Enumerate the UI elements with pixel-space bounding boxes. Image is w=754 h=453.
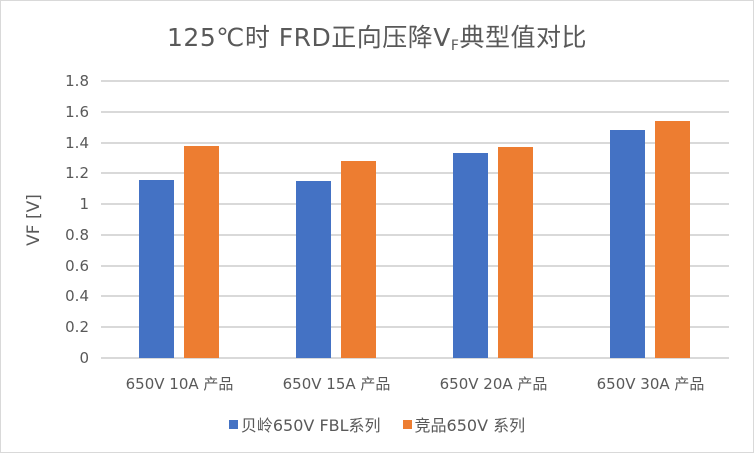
bar-competitor — [340, 161, 376, 358]
title-main: 125℃时 FRD正向压降V — [167, 23, 451, 52]
gridline — [101, 295, 729, 298]
legend-label: 竞品650V 系列 — [414, 416, 526, 435]
legend-label: 贝岭650V FBL系列 — [240, 416, 381, 435]
x-tick-label: 650V 20A 产品 — [439, 375, 548, 393]
gridline — [101, 110, 729, 113]
y-tick-label: 1.2 — [65, 164, 89, 183]
gridline — [101, 233, 729, 236]
legend-swatch-icon — [228, 419, 238, 429]
bar-beiling — [609, 130, 645, 358]
y-tick-label: 0 — [79, 349, 89, 367]
chart-title: 125℃时 FRD正向压降VF典型值对比 — [0, 18, 754, 54]
gridline — [101, 141, 729, 144]
legend-item: 贝岭650V FBL系列 — [228, 412, 381, 436]
plot-area — [101, 80, 729, 359]
gridline — [101, 326, 729, 329]
y-tick-label: 0.4 — [65, 287, 89, 306]
y-tick-label: 1.6 — [65, 102, 89, 121]
bar-competitor — [183, 145, 219, 358]
y-tick-label: 0.8 — [65, 225, 89, 244]
gridline — [101, 80, 729, 82]
y-tick-label: 1.4 — [65, 133, 89, 152]
y-tick-label: 0.6 — [65, 256, 89, 275]
title-tail: 典型值对比 — [459, 23, 587, 52]
bar-beiling — [138, 179, 174, 358]
bar-competitor — [654, 121, 690, 358]
x-tick-label: 650V 30A 产品 — [596, 375, 705, 393]
y-tick-label: 1.8 — [65, 72, 89, 90]
gridline — [101, 264, 729, 267]
legend-swatch-icon — [402, 419, 412, 429]
title-subscript: F — [450, 38, 460, 54]
y-tick-label: 1 — [79, 195, 89, 214]
gridline — [101, 172, 729, 175]
gridline — [101, 203, 729, 206]
x-tick-label: 650V 10A 产品 — [125, 375, 234, 393]
x-tick-label: 650V 15A 产品 — [282, 375, 391, 393]
bar-competitor — [497, 147, 533, 358]
legend: 贝岭650V FBL系列 竞品650V 系列 — [0, 412, 754, 436]
gridline — [101, 357, 729, 359]
legend-item: 竞品650V 系列 — [402, 412, 526, 436]
bar-beiling — [295, 181, 331, 358]
y-tick-label: 0.2 — [65, 318, 89, 337]
bar-beiling — [452, 153, 488, 358]
